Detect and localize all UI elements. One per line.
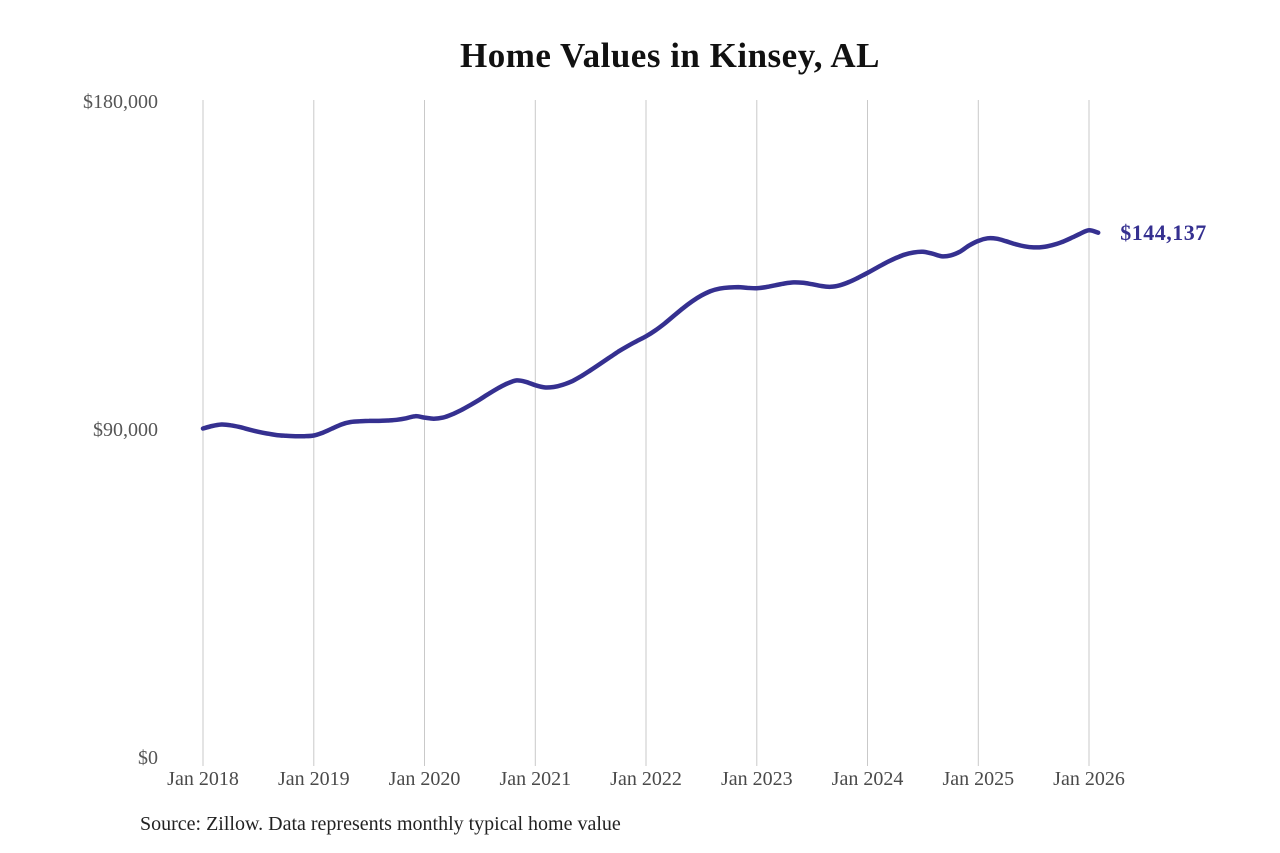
chart-title: Home Values in Kinsey, AL	[460, 36, 880, 75]
home-value-line	[200, 228, 1101, 439]
source-note: Source: Zillow. Data represents monthly …	[140, 813, 621, 835]
latest-value-label: $144,137	[1120, 219, 1207, 245]
